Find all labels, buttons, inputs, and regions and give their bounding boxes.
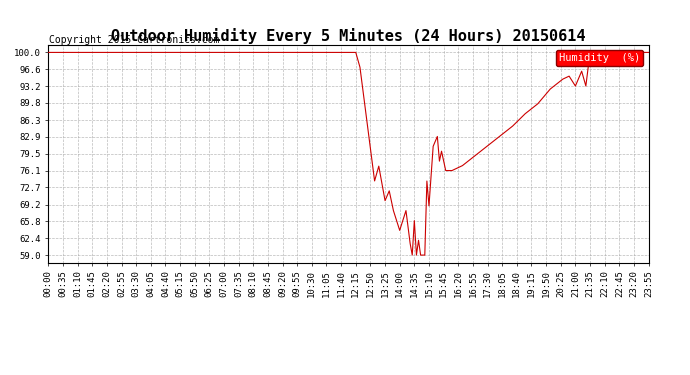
Legend: Humidity  (%): Humidity (%) <box>556 50 643 66</box>
Text: Copyright 2015 Cartronics.com: Copyright 2015 Cartronics.com <box>49 35 219 45</box>
Title: Outdoor Humidity Every 5 Minutes (24 Hours) 20150614: Outdoor Humidity Every 5 Minutes (24 Hou… <box>111 28 586 44</box>
